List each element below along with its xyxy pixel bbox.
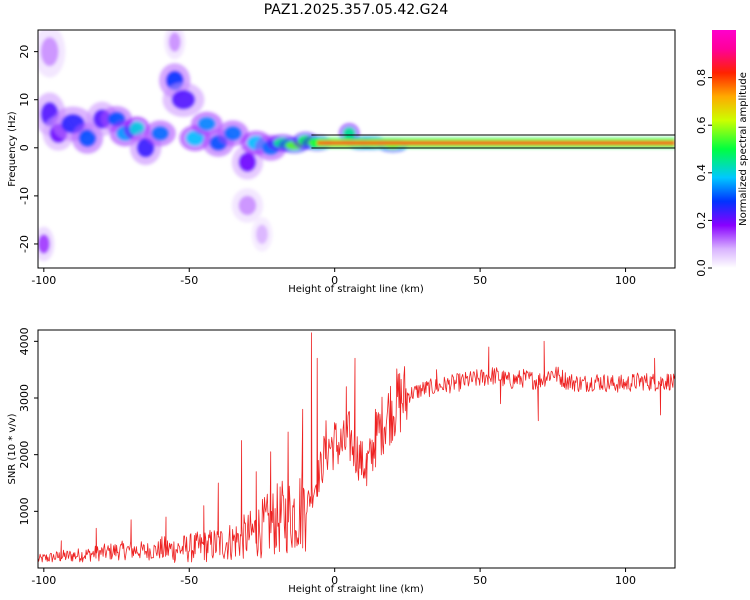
snr-y-tick-label: 3000: [18, 384, 31, 412]
spectrogram-x-tick-label: -100: [31, 274, 56, 287]
spectrogram-y-tick-label: 20: [18, 45, 31, 59]
snr-y-tick-label: 1000: [18, 497, 31, 525]
spectrogram-heat-layer: [38, 30, 675, 262]
spectrogram-blobs: [38, 30, 675, 262]
snr-x-axis-label: Height of straight line (km): [288, 584, 424, 595]
spectrogram-x-axis: -100 -50 0 50 100: [31, 268, 636, 287]
spectrogram-x-tick-label: 50: [473, 274, 487, 287]
spectrogram-blob: [171, 90, 196, 110]
spectrogram-x-tick-label: 0: [331, 274, 338, 287]
snr-y-axis: 1000 2000 3000 4000: [18, 327, 38, 525]
spectrogram-y-tick-label: -10: [18, 187, 31, 205]
snr-x-tick-label: 50: [473, 574, 487, 587]
spectrogram-blob: [168, 32, 181, 52]
spectrogram-y-axis: -20 -10 0 10 20: [18, 45, 38, 253]
spectrogram-blob: [186, 130, 204, 146]
spectrogram-blob: [197, 117, 216, 131]
colorbar-tick-label: 0.2: [695, 212, 708, 230]
ridge-band-core: [317, 140, 675, 145]
colorbar-ticks: 0.0 0.2 0.4 0.6 0.8: [695, 69, 712, 277]
snr-x-tick-label: -100: [31, 574, 56, 587]
colorbar-tick-label: 0.8: [695, 69, 708, 87]
spectrogram-blob: [256, 224, 268, 244]
snr-plot-background: [38, 330, 675, 568]
spectrogram-blob: [238, 195, 257, 216]
snr-line: [38, 332, 675, 563]
spectrogram-blob: [38, 234, 50, 254]
snr-x-tick-label: -50: [180, 574, 198, 587]
spectrogram-blob: [151, 126, 169, 141]
snr-x-tick-label: 100: [615, 574, 636, 587]
snr-x-tick-label: 0: [331, 574, 338, 587]
spectrogram-x-axis-label: Height of straight line (km): [288, 284, 424, 295]
colorbar-tick-label: 0.0: [695, 259, 708, 277]
colorbar: 0.0 0.2 0.4 0.6 0.8 Normalized spectral ampl…: [695, 30, 749, 277]
spectrogram-blob: [224, 126, 242, 141]
snr-y-axis-label: SNR (10 * v/v): [7, 413, 18, 484]
spectrogram-blob: [78, 129, 97, 147]
spectrogram-blob: [40, 37, 59, 67]
snr-frame: [37, 329, 676, 569]
spectrogram-y-tick-label: -20: [18, 235, 31, 253]
spectrogram-frame: [37, 29, 676, 269]
spectrogram-y-axis-label: Frequency (Hz): [7, 111, 18, 187]
spectrogram-y-tick-label: 0: [18, 144, 31, 151]
colorbar-gradient: [712, 30, 736, 268]
snr-y-tick-label: 2000: [18, 441, 31, 469]
spectrogram-x-tick-label: -50: [180, 274, 198, 287]
snr-x-axis: -100 -50 0 50 100: [31, 568, 636, 587]
spectrogram-blob: [343, 127, 356, 140]
spectrogram-blob: [238, 152, 257, 172]
spectrogram-x-tick-label: 100: [615, 274, 636, 287]
colorbar-tick-label: 0.6: [695, 116, 708, 134]
figure-title: PAZ1.2025.357.05.42.G24: [264, 2, 449, 18]
colorbar-label: Normalized spectral amplitude: [738, 72, 749, 226]
colorbar-tick-label: 0.4: [695, 164, 708, 182]
snr-y-tick-label: 4000: [18, 327, 31, 355]
snr-panel: -100 -50 0 50 100 1000 2000 3000 4000 Height of…: [7, 327, 676, 595]
spectrogram-y-tick-label: 10: [18, 93, 31, 107]
